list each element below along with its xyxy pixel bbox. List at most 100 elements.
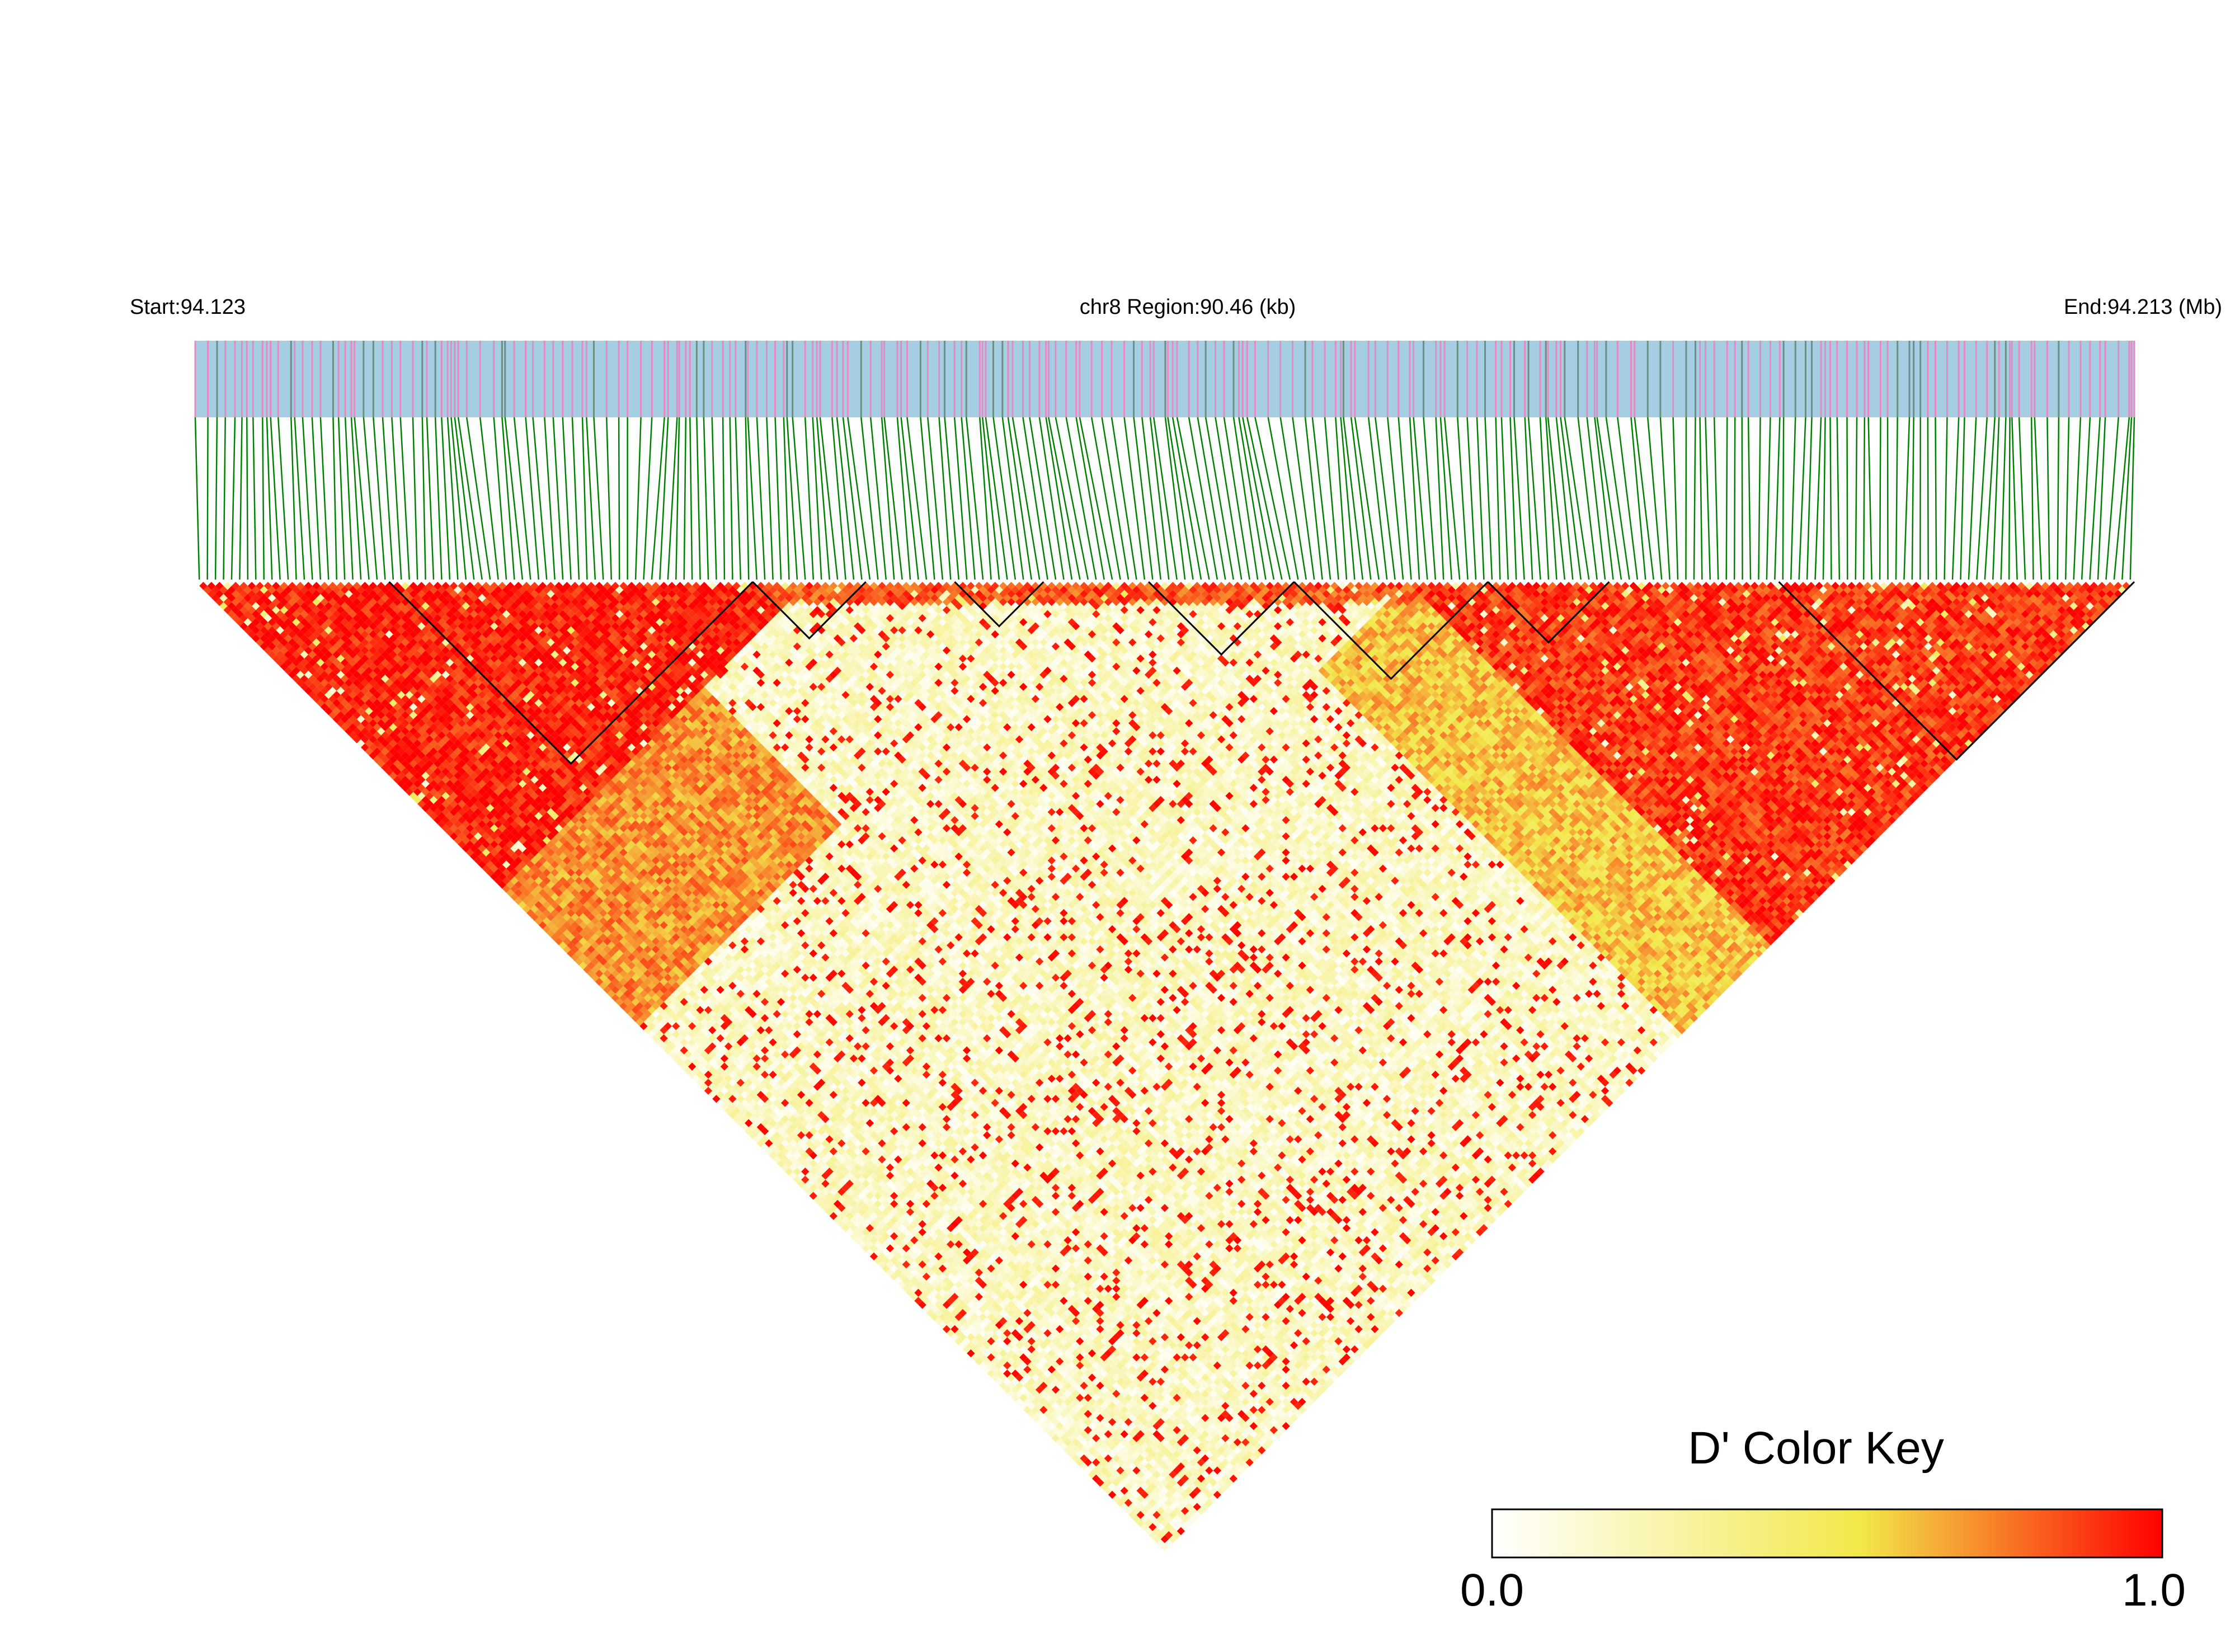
ld-cell	[409, 784, 418, 792]
ld-cell	[906, 1281, 915, 1289]
ld-cell	[413, 779, 422, 788]
ld-cell	[991, 1365, 999, 1374]
ld-cell	[991, 1373, 999, 1382]
snp-connector	[1111, 417, 1137, 580]
snp-connector	[1605, 417, 1630, 580]
ld-cell	[1084, 1466, 1093, 1475]
ld-cell	[898, 1272, 906, 1281]
ld-cell	[894, 1268, 902, 1277]
ld-cell	[1149, 1531, 1157, 1540]
snp-connector	[1766, 417, 1771, 580]
snp-connector	[1354, 417, 1380, 580]
snp-connector	[1484, 417, 1493, 580]
ld-cell	[542, 925, 551, 934]
ld-cell	[1023, 1406, 1032, 1414]
snp-connector	[246, 417, 249, 580]
ld-cell	[869, 1244, 878, 1253]
ld-cell	[890, 1264, 898, 1273]
ld-cell	[502, 877, 511, 885]
ld-cell	[328, 695, 337, 703]
snp-connector	[1065, 417, 1097, 580]
snp-connector	[756, 417, 766, 580]
snp-connector-lines	[194, 417, 2135, 580]
snp-connector	[900, 417, 919, 580]
ld-cell	[356, 739, 365, 748]
snp-connector	[1596, 417, 1622, 580]
snp-connector	[2089, 417, 2101, 580]
ld-cell	[849, 1232, 858, 1240]
snp-connector	[786, 417, 798, 580]
snp-connector	[2008, 417, 2011, 580]
ld-cell	[660, 1034, 668, 1043]
ld-cell	[1120, 1503, 1129, 1511]
snp-connector	[562, 417, 572, 580]
snp-connector	[239, 417, 243, 580]
ld-cell	[239, 614, 248, 623]
snp-connector	[634, 417, 642, 580]
snp-connector	[1741, 417, 1743, 580]
ld-cell	[809, 1192, 818, 1200]
ld-cell	[1120, 1494, 1129, 1503]
snp-connector	[1204, 417, 1234, 580]
snp-connector	[1197, 417, 1226, 580]
snp-connector	[525, 417, 540, 580]
ld-cell	[995, 1369, 1004, 1378]
snp-connector	[1188, 417, 1218, 580]
ld-cell	[369, 751, 377, 760]
ld-cell	[247, 622, 256, 630]
ld-cell	[352, 719, 361, 727]
snp-connector	[860, 417, 879, 580]
snp-connector	[391, 417, 402, 580]
snp-connector	[2034, 417, 2043, 580]
ld-cell	[781, 1163, 789, 1172]
ld-cell	[219, 586, 228, 594]
ld-cell	[1112, 1486, 1121, 1495]
ld-cell	[219, 602, 228, 610]
snp-connector	[1011, 417, 1041, 580]
snp-connector	[985, 417, 1008, 580]
snp-connector	[766, 417, 774, 580]
snp-connector	[581, 417, 588, 580]
ld-cell	[231, 614, 240, 623]
ld-cell	[510, 884, 519, 893]
ld-cell	[284, 658, 293, 667]
snp-connector	[1713, 417, 1719, 580]
ld-cell	[1039, 1414, 1048, 1422]
snp-connector	[1867, 417, 1872, 580]
snp-connector	[1133, 417, 1154, 580]
ld-cell	[1124, 1507, 1133, 1515]
ld-cell	[967, 1341, 975, 1349]
ld-cell	[458, 832, 466, 841]
snp-connector	[1367, 417, 1388, 580]
ld-cell	[462, 844, 470, 853]
ld-cell	[227, 594, 236, 603]
ld-cell	[336, 711, 345, 719]
snp-band-markers	[194, 341, 2135, 417]
ld-cell	[773, 1147, 782, 1156]
ld-cell	[219, 594, 228, 603]
ld-cell	[425, 799, 434, 808]
ld-cell	[821, 1196, 830, 1204]
ld-cell	[958, 1333, 967, 1342]
ld-cell	[340, 715, 349, 723]
ld-cell	[1015, 1390, 1024, 1398]
ld-cell	[231, 597, 240, 606]
ld-cell	[1015, 1397, 1024, 1406]
snp-connector	[2057, 417, 2060, 580]
ld-cell	[797, 1171, 806, 1180]
ld-cell	[1092, 1466, 1100, 1475]
ld-cell	[413, 796, 422, 804]
ld-cell	[934, 1317, 943, 1325]
ld-cell	[858, 1240, 866, 1249]
ld-cell	[1064, 1438, 1072, 1447]
ld-cell	[498, 872, 507, 881]
ld-cell	[510, 893, 519, 901]
snp-connector	[1340, 417, 1356, 580]
ld-cell	[1165, 1539, 1173, 1547]
ld-cell	[316, 690, 325, 699]
ld-cell	[760, 1143, 769, 1152]
ld-cell	[1047, 1422, 1056, 1430]
ld-cell	[853, 1228, 862, 1236]
snp-connector	[332, 417, 337, 580]
ld-cell	[1132, 1507, 1141, 1515]
